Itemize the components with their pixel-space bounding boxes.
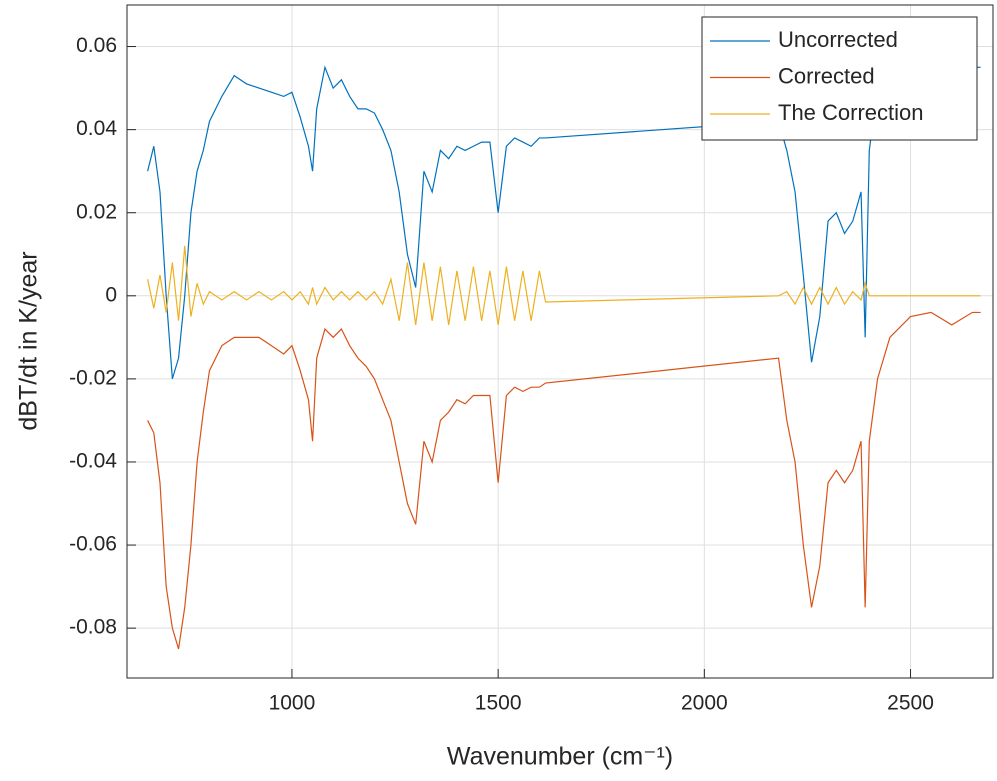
- x-tick-label: 2000: [681, 692, 728, 715]
- y-tick-label: 0.06: [76, 34, 117, 57]
- x-axis-label: Wavenumber (cm⁻¹): [447, 743, 673, 771]
- legend-label: Corrected: [778, 63, 875, 88]
- plot-frame: [126, 4, 994, 679]
- y-tick-label: -0.06: [69, 533, 117, 556]
- series-line: [147, 65, 981, 380]
- y-axis-label: dBT/dt in K/year: [15, 251, 43, 430]
- y-tick-label: -0.04: [69, 450, 117, 473]
- series-line: [147, 245, 981, 325]
- x-tick-label: 2500: [887, 692, 934, 715]
- y-tick-label: 0.04: [76, 117, 117, 140]
- legend-label: Uncorrected: [778, 27, 898, 52]
- x-tick-label: 1500: [475, 692, 522, 715]
- x-tick-label: 1000: [269, 692, 316, 715]
- y-tick-label: 0.02: [76, 200, 117, 223]
- series-line: [147, 311, 981, 650]
- y-tick-label: -0.08: [69, 616, 117, 639]
- y-tick-label: 0: [105, 283, 117, 306]
- legend-label: The Correction: [778, 100, 924, 125]
- y-tick-label: -0.02: [69, 366, 117, 389]
- legend-box: [701, 16, 978, 141]
